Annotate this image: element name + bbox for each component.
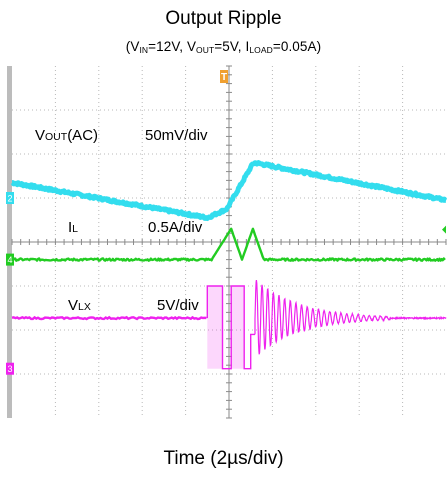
channel-name-label: VLX: [68, 297, 91, 314]
ch4-offset-marker: [442, 225, 446, 234]
channel-3-marker-id: 3: [7, 364, 12, 374]
vlx-baseline-trace: [11, 315, 207, 321]
vout-trace: [10, 160, 447, 221]
channel-name-sub: LX: [78, 301, 91, 313]
channel-scale-label: 50mV/div: [145, 127, 208, 144]
subtitle-text: =5V, I: [214, 39, 250, 54]
subtitle-subscript: LOAD: [249, 45, 273, 55]
trigger-marker: [220, 70, 228, 83]
subtitle-text: (V: [125, 39, 140, 54]
subtitle-text: =12V, V: [148, 39, 197, 54]
chart-title: Output Ripple: [165, 8, 282, 29]
vlx-switching-trace: [206, 285, 255, 370]
channel-name-sub: L: [72, 223, 78, 235]
channel-markers: 2 4 3 T: [6, 70, 446, 375]
channel-scale-label: 5V/div: [157, 297, 199, 314]
channel-name-main: V: [35, 127, 45, 144]
channel-name-main: V: [68, 297, 78, 314]
vlx-pulse-fill: [207, 286, 223, 369]
channel-2-marker: [6, 192, 14, 204]
subtitle-subscript: OUT: [196, 45, 215, 55]
grid: [11, 65, 447, 419]
traces: [10, 160, 447, 370]
channel-name-label: VOUT(AC): [35, 127, 98, 144]
channel-name-label: IL: [68, 219, 78, 236]
il-trace: [11, 227, 446, 262]
subtitle-text: =0.05A): [272, 39, 322, 54]
channel-4-marker-id: 4: [7, 255, 12, 265]
x-axis-label: Time (2µs/div): [163, 448, 284, 469]
vlx-pulse-fill: [231, 286, 245, 369]
left-ruler: [7, 66, 12, 418]
channel-name-sub: OUT: [45, 131, 68, 143]
channel-name-main: I: [68, 219, 72, 236]
trigger-marker-label: T: [221, 72, 227, 83]
channel-scale-label: 0.5A/div: [148, 219, 203, 236]
subtitle-subscript: IN: [139, 45, 149, 55]
channel-3-marker: [6, 362, 14, 375]
channel-4-marker: [6, 253, 14, 266]
channel-2-marker-id: 2: [7, 194, 12, 204]
channel-name-suffix: (AC): [67, 127, 98, 144]
chart-subtitle: (VIN=12V, VOUT=5V, ILOAD=0.05A): [0, 39, 447, 55]
vlx-ringing-trace: [254, 280, 447, 355]
